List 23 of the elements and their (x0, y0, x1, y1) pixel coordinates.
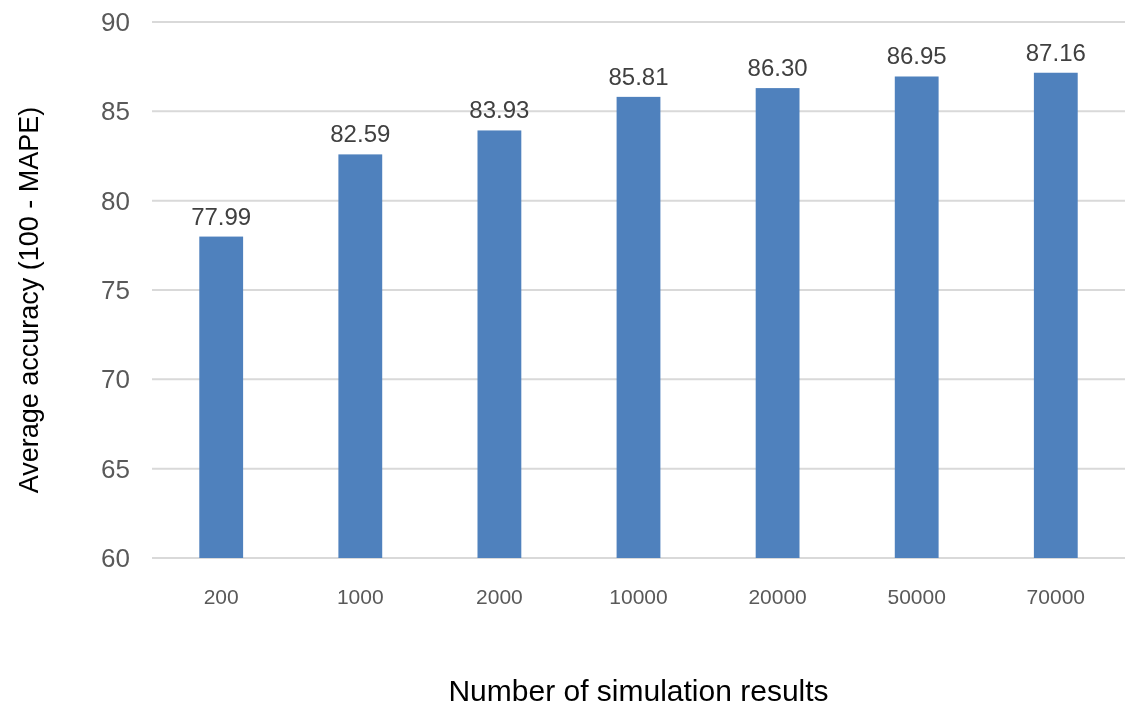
x-tick-label: 20000 (748, 585, 807, 608)
x-tick-label: 50000 (887, 585, 946, 608)
y-tick-label: 60 (101, 543, 130, 574)
x-tick-label: 70000 (1026, 585, 1085, 608)
y-tick-label: 75 (101, 275, 130, 306)
data-label: 86.95 (886, 42, 947, 70)
x-tick-label: 1000 (336, 585, 384, 608)
data-label: 82.59 (330, 120, 391, 148)
data-label: 85.81 (608, 62, 669, 90)
x-tick-label: 2000 (476, 585, 523, 608)
y-tick-label: 70 (101, 364, 130, 395)
data-label: 83.93 (469, 96, 530, 124)
y-tick-label: 90 (101, 7, 130, 38)
y-axis-title: Average accuracy (100 - MAPE) (14, 106, 44, 494)
data-label: 86.30 (747, 54, 808, 82)
y-tick-label: 85 (101, 96, 130, 127)
data-label: 87.16 (1025, 38, 1086, 66)
x-tick-label: 200 (203, 585, 239, 608)
data-label: 77.99 (191, 202, 252, 230)
x-tick-label: 10000 (609, 585, 668, 608)
x-axis-title: Number of simulation results (448, 674, 829, 707)
y-tick-label: 80 (101, 185, 130, 216)
y-tick-label: 65 (101, 453, 130, 484)
